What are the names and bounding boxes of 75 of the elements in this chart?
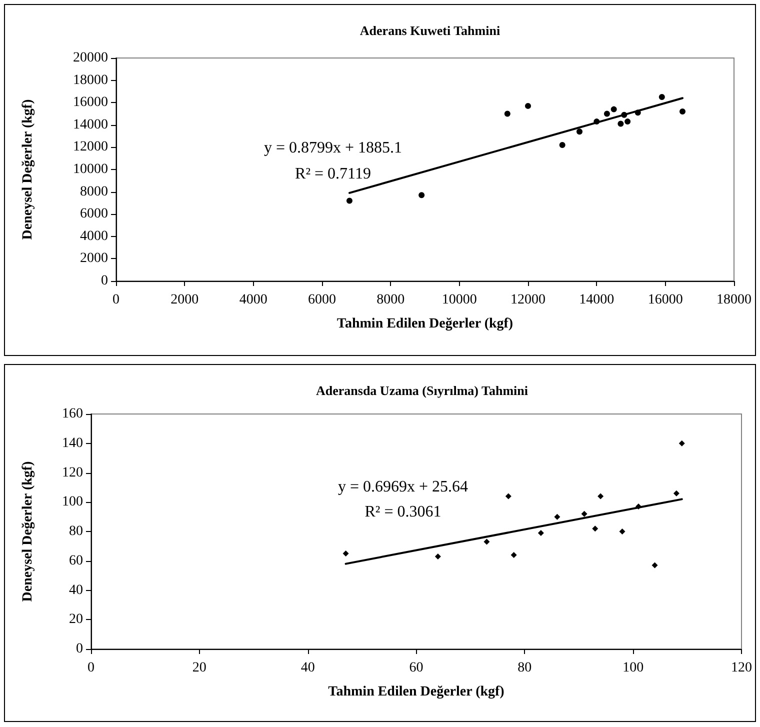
point xyxy=(618,120,624,127)
y-tick-label: 100 xyxy=(62,494,83,510)
y-tick-label: 16000 xyxy=(73,95,108,110)
point xyxy=(652,562,658,568)
annotation: R² = 0.3061 xyxy=(364,504,442,520)
x-tick-label: 0 xyxy=(112,292,120,308)
y-tick-label: 160 xyxy=(62,406,83,422)
point xyxy=(510,552,517,558)
y-tick-label: 80 xyxy=(69,524,83,539)
y-tick-label: 10000 xyxy=(73,162,108,177)
x-tick-label: 40 xyxy=(300,660,315,676)
x-tick-label: 6000 xyxy=(308,292,336,308)
point xyxy=(621,112,628,118)
annotation: R² = 0.7119 xyxy=(295,166,371,182)
x-axis-title: Tahmin Edilen Değerler (kgf) xyxy=(328,684,505,700)
y-tick-label: 60 xyxy=(69,553,83,568)
point xyxy=(484,538,490,545)
point xyxy=(505,493,512,500)
x-tick-label: 2000 xyxy=(170,292,199,308)
point xyxy=(619,528,626,534)
point xyxy=(658,94,665,100)
y-tick-label: 20000 xyxy=(73,50,108,66)
x-tick-label: 20 xyxy=(192,660,206,676)
point xyxy=(610,106,617,112)
x-axis-title: Tahmin Edilen Değerler (kgf) xyxy=(336,316,514,332)
point xyxy=(559,142,566,148)
point xyxy=(673,490,680,496)
point xyxy=(604,110,610,117)
point xyxy=(342,550,349,557)
x-tick-label: 100 xyxy=(622,660,644,676)
x-tick-label: 12000 xyxy=(510,292,546,308)
point xyxy=(554,514,560,520)
x-tick-label: 10000 xyxy=(442,292,477,308)
y-tick-label: 14000 xyxy=(73,117,108,132)
point xyxy=(538,530,544,536)
chart-title: Aderansda Uzama (Sıyrılma) Tahmini xyxy=(316,383,528,398)
point xyxy=(346,198,352,204)
x-tick-label: 8000 xyxy=(376,292,405,308)
y-axis-title: Deneysel Değerler (kgf) xyxy=(20,460,36,602)
point xyxy=(434,553,441,560)
point xyxy=(678,440,685,446)
point xyxy=(594,118,600,125)
x-tick-label: 14000 xyxy=(579,292,614,308)
y-tick-label: 20 xyxy=(69,612,83,628)
y-tick-label: 140 xyxy=(62,436,83,451)
x-tick-label: 18000 xyxy=(716,292,752,308)
point xyxy=(576,128,582,135)
annotation: y = 0.8799x + 1885.1 xyxy=(264,140,402,156)
x-tick-label: 16000 xyxy=(648,292,683,308)
point xyxy=(624,118,631,125)
annotation: y = 0.6969x + 25.64 xyxy=(338,478,468,496)
point xyxy=(525,102,531,109)
y-tick-label: 120 xyxy=(62,465,83,480)
point xyxy=(680,108,686,115)
y-tick-label: 2000 xyxy=(80,251,108,266)
point xyxy=(634,110,641,116)
point xyxy=(418,192,425,198)
y-tick-label: 40 xyxy=(69,582,83,598)
y-axis-title: Deneysel Değerler (kgf) xyxy=(20,98,36,240)
y-tick-label: 0 xyxy=(101,274,108,288)
chart-title: Aderans Kuweti Tahmini xyxy=(360,23,500,38)
x-tick-label: 60 xyxy=(409,660,424,676)
y-tick-label: 0 xyxy=(76,642,83,656)
point xyxy=(598,493,604,500)
point xyxy=(581,510,588,517)
y-tick-label: 8000 xyxy=(80,184,108,200)
x-tick-label: 80 xyxy=(518,660,532,676)
y-tick-label: 4000 xyxy=(80,228,108,244)
point xyxy=(592,526,598,532)
y-tick-label: 6000 xyxy=(80,206,108,222)
point xyxy=(504,110,510,117)
y-tick-label: 18000 xyxy=(73,72,108,88)
y-tick-label: 12000 xyxy=(73,140,108,155)
x-tick-label: 4000 xyxy=(239,292,268,308)
x-tick-label: 120 xyxy=(731,660,752,676)
